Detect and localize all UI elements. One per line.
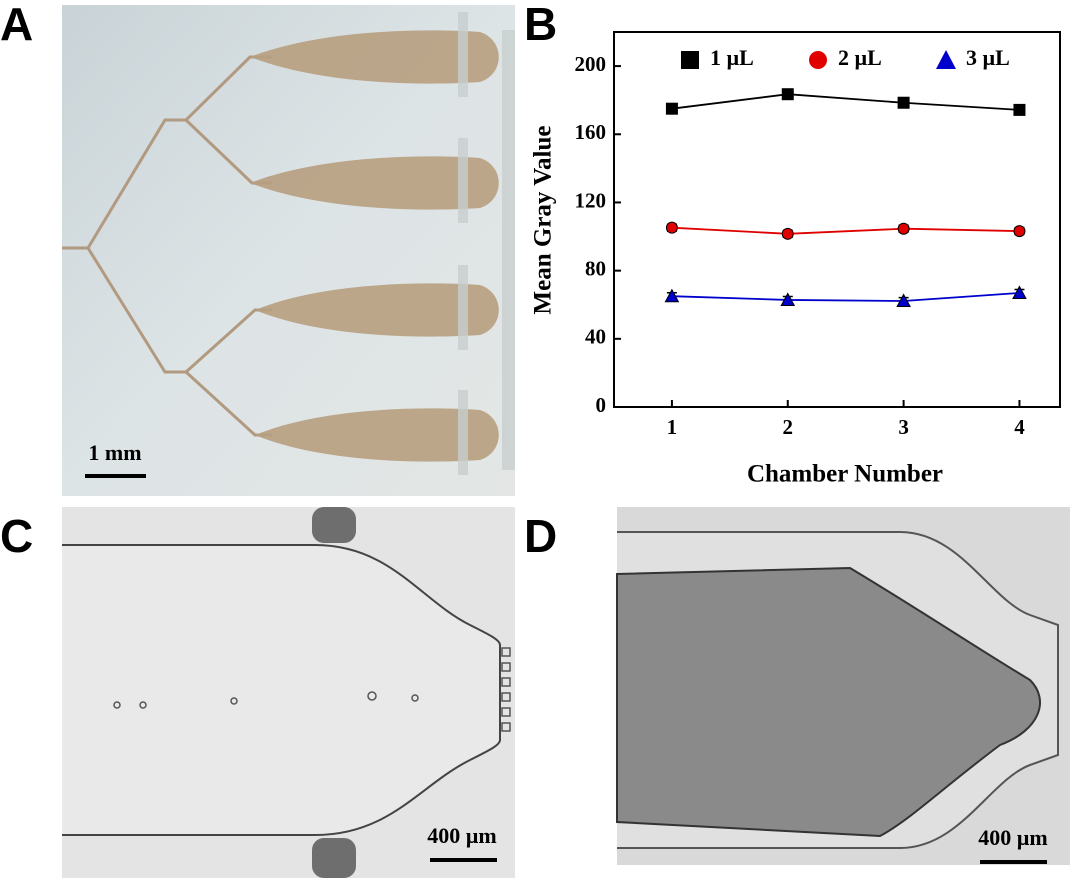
legend-marker	[936, 50, 956, 69]
marker	[1012, 285, 1027, 299]
x-tick-label: 1	[667, 415, 678, 439]
y-tick-label: 160	[575, 120, 607, 144]
panel-label: D	[524, 510, 557, 562]
marker	[1013, 103, 1026, 116]
legend-label: 3 µL	[966, 45, 1010, 70]
panel-d-image	[616, 507, 1070, 865]
x-axis-label: Chamber Number	[747, 461, 943, 488]
plot-frame	[613, 31, 1061, 408]
scale-bar-label: 1 mm	[88, 440, 141, 465]
marker	[781, 88, 794, 101]
legend-marker	[809, 51, 827, 69]
legend-label: 2 µL	[838, 45, 882, 70]
marker	[665, 221, 678, 234]
scale-bar-label: 400 µm	[978, 825, 1048, 850]
panel-c-image	[62, 507, 515, 878]
panel-label: A	[0, 0, 33, 50]
x-tick-label: 2	[783, 415, 794, 439]
y-tick-label: 200	[575, 52, 607, 76]
series-line	[671, 226, 1020, 235]
marker	[1013, 225, 1026, 238]
series-line	[671, 93, 1020, 111]
marker	[781, 227, 794, 240]
marker	[896, 293, 911, 307]
y-tick-label: 120	[575, 188, 607, 212]
x-tick-label: 3	[898, 415, 909, 439]
panel-label: C	[0, 510, 33, 562]
legend-marker	[681, 51, 699, 69]
y-tick-label: 0	[596, 393, 607, 417]
panel-label: B	[524, 0, 557, 50]
scale-bar-label: 400 µm	[427, 823, 497, 848]
marker	[897, 96, 910, 109]
marker	[780, 292, 796, 306]
y-tick-label: 40	[585, 325, 606, 349]
legend-label: 1 µL	[710, 45, 754, 70]
panel-a-image	[62, 5, 515, 496]
marker	[664, 288, 680, 303]
y-tick-label: 80	[585, 256, 606, 280]
y-axis-label: Mean Gray Value	[530, 126, 557, 315]
x-tick-label: 4	[1014, 415, 1025, 439]
marker	[665, 102, 678, 115]
marker	[897, 222, 910, 235]
series-line	[671, 292, 1020, 302]
